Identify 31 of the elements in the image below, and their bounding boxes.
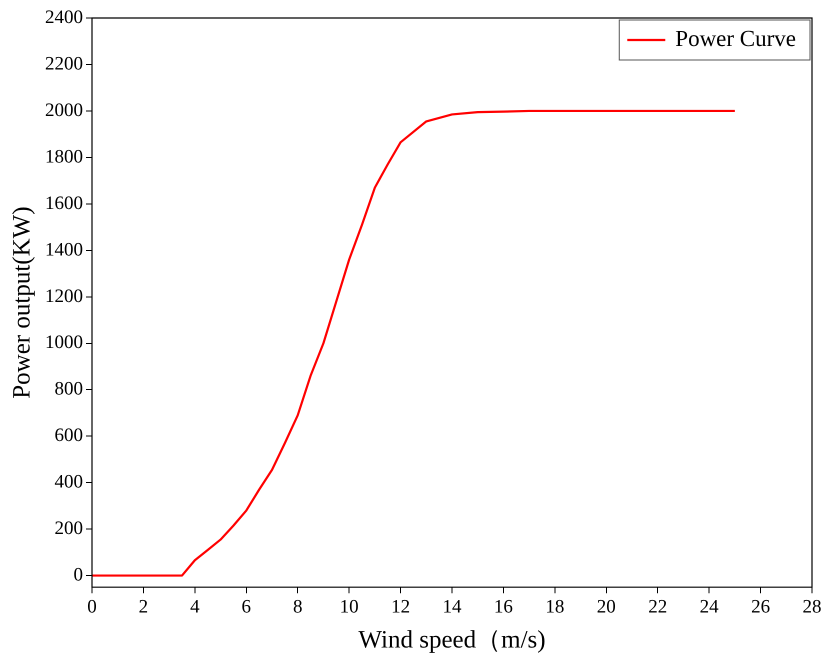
y-tick-label: 2200 (45, 53, 83, 74)
y-tick-label: 0 (74, 564, 83, 586)
y-tick-label: 400 (54, 472, 83, 493)
x-tick-label: 6 (242, 596, 252, 618)
legend-label: Power Curve (675, 26, 796, 52)
x-tick-label: 16 (494, 596, 513, 618)
x-tick-label: 24 (700, 596, 720, 618)
x-tick-label: 8 (292, 596, 302, 618)
x-tick-label: 2 (138, 596, 148, 618)
y-tick-label: 200 (54, 518, 83, 540)
y-tick-label: 1000 (45, 332, 83, 354)
y-tick-label: 2000 (45, 100, 83, 121)
x-tick-label: 12 (391, 596, 410, 618)
x-tick-label: 14 (442, 596, 462, 618)
x-tick-label: 4 (190, 596, 200, 618)
y-tick-label: 1600 (45, 192, 83, 214)
x-tick-label: 28 (802, 596, 822, 618)
y-tick-label: 800 (54, 378, 83, 400)
y-tick-label: 1200 (45, 286, 83, 307)
x-tick-label: 22 (648, 596, 668, 618)
x-tick-label: 18 (545, 596, 564, 618)
x-tick-label: 20 (596, 596, 616, 618)
x-tick-label: 10 (340, 596, 359, 618)
y-axis-title: Power output(KW) (8, 206, 36, 399)
y-tick-label: 600 (54, 425, 83, 446)
y-tick-label: 1400 (45, 239, 83, 260)
y-tick-label: 2400 (45, 6, 83, 28)
y-tick-label: 1800 (45, 146, 83, 168)
x-tick-label: 26 (751, 596, 770, 618)
x-tick-label: 0 (87, 596, 97, 618)
x-axis-title: Wind speed（m/s) (358, 626, 546, 654)
